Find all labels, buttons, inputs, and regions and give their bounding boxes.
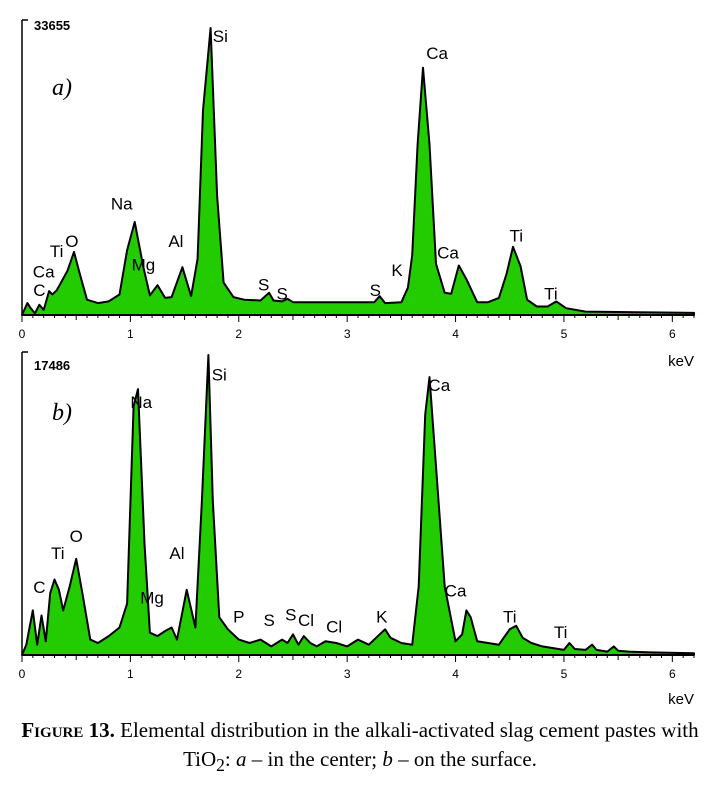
y-max-label: 17486	[34, 358, 70, 373]
x-tick-label: 1	[127, 667, 134, 681]
x-tick-label: 0	[19, 327, 26, 341]
x-tick-label: 2	[235, 327, 242, 341]
y-max-label: 33655	[34, 18, 70, 33]
peak-label: O	[65, 232, 78, 251]
caption-b-letter: b	[382, 747, 393, 771]
x-tick-label: 3	[344, 667, 351, 681]
peak-label: Na	[130, 393, 152, 412]
peak-label: Ca	[437, 244, 459, 263]
peak-label: Cl	[326, 618, 342, 637]
x-tick-label: 3	[344, 327, 351, 341]
peak-label: Al	[168, 232, 183, 251]
peak-label: Ti	[554, 623, 568, 642]
x-axis-unit: keV	[668, 353, 694, 370]
x-tick-label: 4	[452, 327, 459, 341]
caption-label: Figure 13.	[21, 718, 115, 742]
x-tick-label: 6	[669, 327, 676, 341]
x-axis-unit: keV	[668, 691, 694, 708]
caption-text-4: – on the surface.	[392, 747, 537, 771]
caption-a-letter: a	[236, 747, 247, 771]
peak-label: S	[370, 281, 381, 300]
peak-label: Mg	[140, 589, 164, 608]
peak-label: Cl	[298, 611, 314, 630]
caption-text-3: – in the center;	[246, 747, 383, 771]
caption-subscript: 2	[216, 755, 225, 776]
peak-label: Na	[111, 194, 133, 213]
peak-label: Ti	[50, 242, 64, 261]
peak-label: C	[33, 281, 45, 300]
peak-label: Al	[169, 544, 184, 563]
peak-label: Ti	[503, 607, 517, 626]
peak-label: K	[376, 607, 388, 626]
peak-label: Ti	[544, 285, 558, 304]
peak-label: Si	[213, 27, 228, 46]
peak-label: S	[263, 611, 274, 630]
x-tick-label: 5	[561, 667, 568, 681]
caption-text-1: Elemental distribution in the alkali-act…	[114, 718, 699, 771]
peak-label: S	[285, 606, 296, 625]
peak-label: Mg	[132, 256, 156, 275]
peak-label: K	[391, 261, 403, 280]
peak-label: Ca	[445, 582, 467, 601]
peak-label: S	[258, 275, 269, 294]
x-tick-label: 1	[127, 327, 134, 341]
panel-label: a)	[52, 75, 72, 101]
peak-label: Ca	[428, 376, 450, 395]
peak-label: S	[276, 285, 287, 304]
peak-label: Ti	[51, 544, 65, 563]
peak-label: Ca	[426, 44, 448, 63]
peak-label: O	[70, 527, 83, 546]
peak-label: C	[33, 578, 45, 597]
peak-label: Ti	[509, 227, 523, 246]
figure-caption: Figure 13. Elemental distribution in the…	[0, 716, 720, 780]
caption-text-2: :	[224, 747, 237, 771]
spectrum-area	[21, 27, 695, 316]
peak-label: P	[233, 607, 244, 626]
peak-label: Si	[212, 365, 227, 384]
x-tick-label: 6	[669, 667, 676, 681]
peak-label: Ca	[33, 262, 55, 281]
panel-label: b)	[52, 400, 72, 426]
spectrum-area	[21, 354, 695, 656]
x-tick-label: 2	[235, 667, 242, 681]
x-tick-label: 0	[19, 667, 26, 681]
x-tick-label: 5	[561, 327, 568, 341]
x-tick-label: 4	[452, 667, 459, 681]
